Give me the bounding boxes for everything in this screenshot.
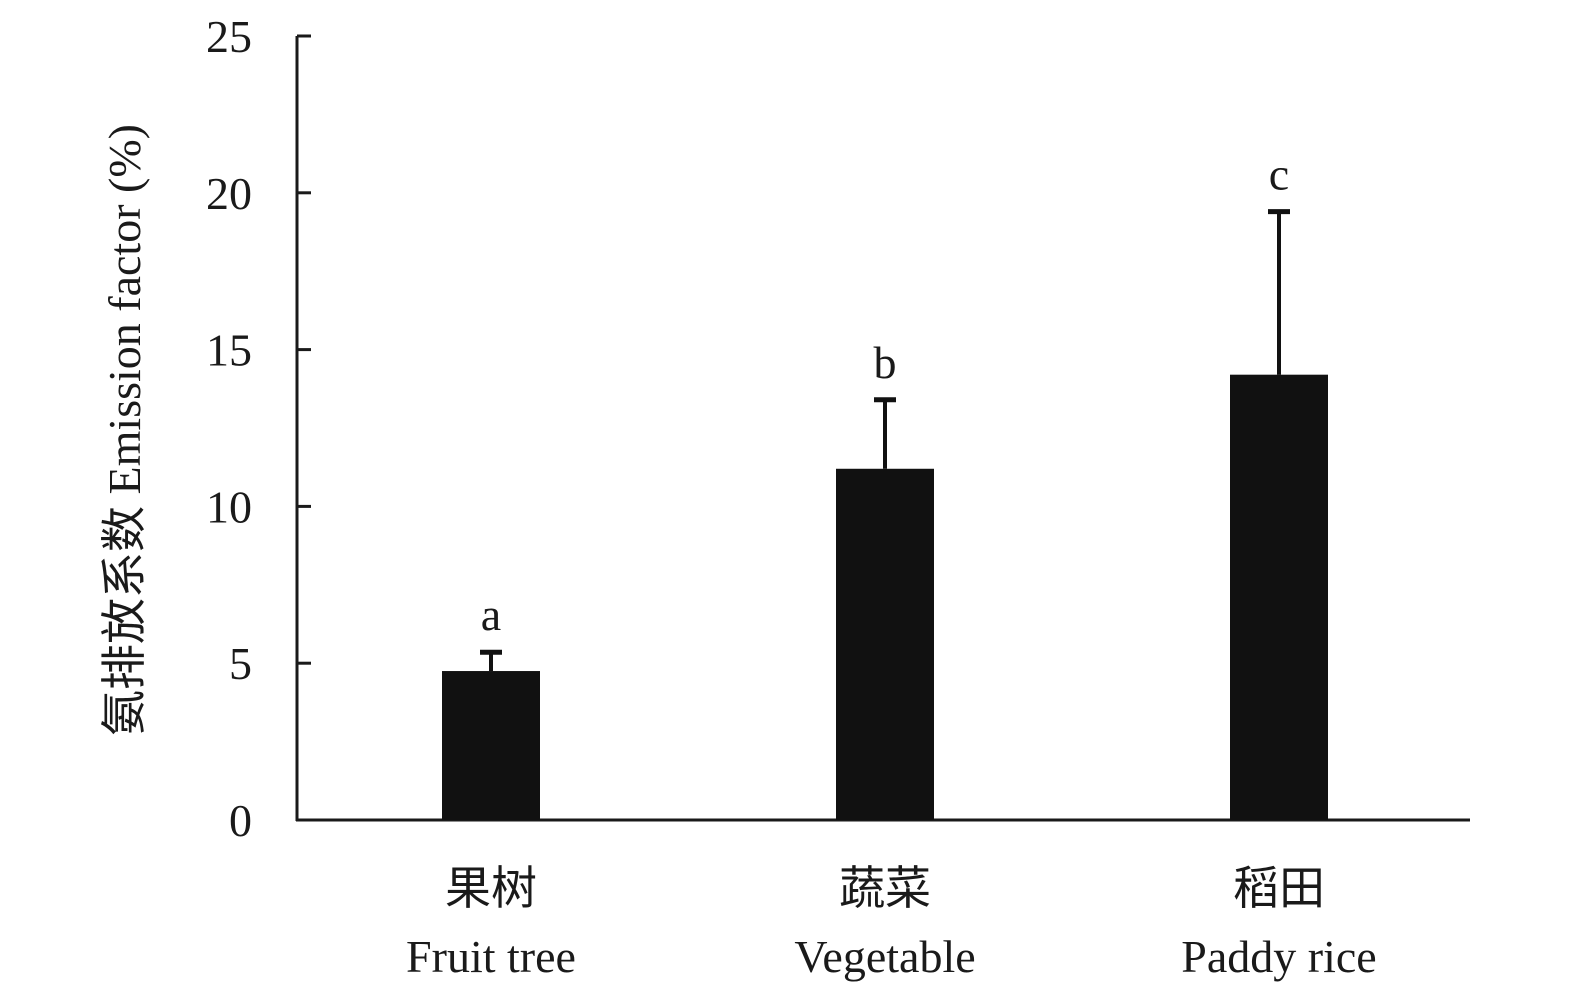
y-tick-label: 25 xyxy=(206,11,252,62)
bar-3 xyxy=(1230,374,1328,820)
significance-label-2: b xyxy=(874,337,897,388)
y-tick-label: 5 xyxy=(229,638,252,689)
y-axis-title: 氨排放系数 Emission factor (%) xyxy=(99,124,150,736)
category-label-zh-2: 蔬菜 xyxy=(839,863,931,914)
category-label-zh-1: 果树 xyxy=(445,863,537,914)
bar-2 xyxy=(836,468,934,820)
category-label-zh-3: 稻田 xyxy=(1233,863,1325,914)
significance-label-1: a xyxy=(481,589,501,640)
category-label-en-3: Paddy rice xyxy=(1181,931,1376,982)
plot-area: 0 5 10 15 20 25 a 果树 Fruit tree b 蔬菜 Vegetable c 稻田 Pa… xyxy=(206,11,1470,982)
y-tick-label: 15 xyxy=(206,325,252,376)
category-label-en-2: Vegetable xyxy=(794,931,975,982)
category-label-en-1: Fruit tree xyxy=(406,931,576,982)
bar-1 xyxy=(442,671,540,820)
y-tick-label: 10 xyxy=(206,481,252,532)
significance-label-3: c xyxy=(1269,149,1289,200)
y-tick-label: 20 xyxy=(206,168,252,219)
y-tick-label: 0 xyxy=(229,795,252,846)
